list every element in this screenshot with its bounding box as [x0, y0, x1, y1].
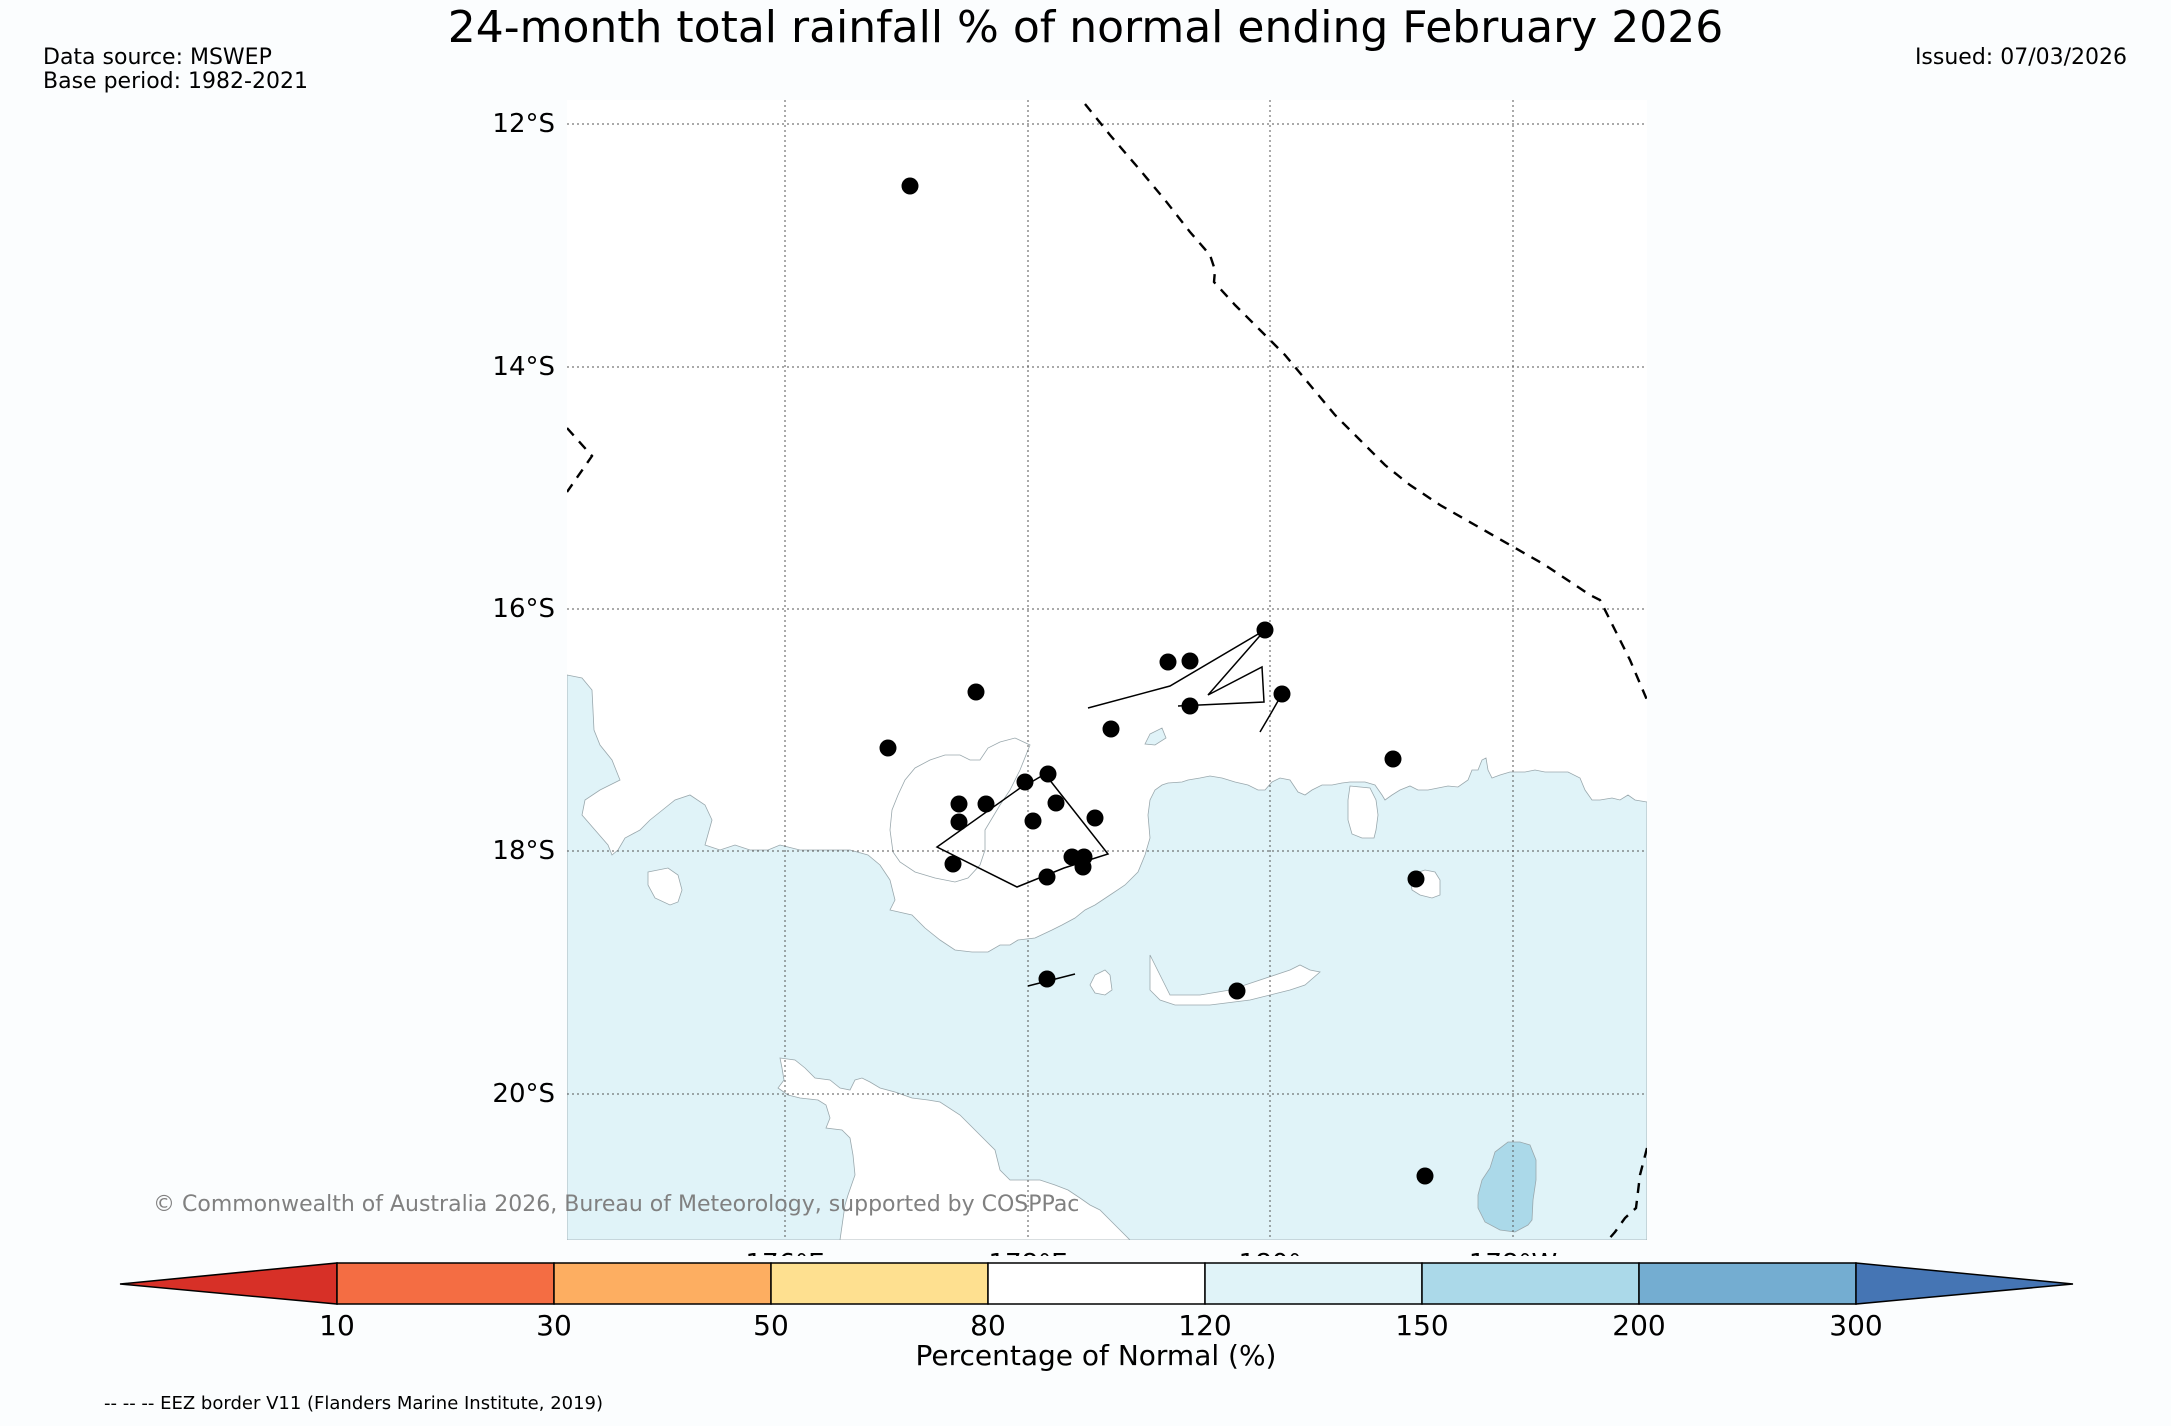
lat-label-14s: 14°S — [492, 352, 555, 382]
island-points — [879, 177, 1434, 1185]
base-period: Base period: 1982-2021 — [43, 69, 308, 94]
colorbar-segment-120-150 — [1204, 1262, 1423, 1305]
colorbar-tick-30: 30 — [536, 1309, 572, 1342]
colorbar-tick-200: 200 — [1612, 1309, 1665, 1342]
colorbar-tick-120: 120 — [1178, 1309, 1231, 1342]
data-source: Data source: MSWEP — [43, 45, 272, 70]
colorbar-tick-50: 50 — [753, 1309, 789, 1342]
colorbar-segment-150-200 — [1421, 1262, 1640, 1305]
colorbar-tick-10: 10 — [319, 1309, 355, 1342]
colorbar — [119, 1256, 2075, 1306]
lat-label-20s: 20°S — [492, 1079, 555, 1109]
colorbar-extend-high — [1855, 1262, 2074, 1305]
lat-label-12s: 12°S — [492, 109, 555, 139]
colorbar-segment-80-120 — [987, 1262, 1206, 1305]
colorbar-ticks: 10 30 50 80 120 150 200 300 — [319, 1309, 1883, 1342]
eez-legend-note: -- -- -- EEZ border V11 (Flanders Marine… — [104, 1393, 604, 1414]
colorbar-segment-50-80 — [770, 1262, 989, 1305]
colorbar-tick-80: 80 — [970, 1309, 1006, 1342]
colorbar-label: Percentage of Normal (%) — [916, 1339, 1277, 1372]
colorbar-segment-10-30 — [336, 1262, 555, 1305]
graticule — [567, 100, 1647, 1240]
latitude-labels: 12°S 14°S 16°S 18°S 20°S — [492, 109, 555, 1109]
lat-label-18s: 18°S — [492, 836, 555, 866]
eez-border — [567, 103, 1647, 1240]
colorbar-tick-300: 300 — [1829, 1309, 1882, 1342]
colorbar-segment-30-50 — [553, 1262, 772, 1305]
issued-date: Issued: 07/03/2026 — [1914, 45, 2127, 70]
rain-region-120-150 — [567, 674, 1647, 1240]
map-area — [567, 100, 1647, 1240]
colorbar-segment-200-300 — [1638, 1262, 1857, 1305]
colorbar-tick-150: 150 — [1395, 1309, 1448, 1342]
lat-label-16s: 16°S — [492, 594, 555, 624]
rain-region-150-200 — [1477, 1141, 1537, 1233]
copyright-notice: © Commonwealth of Australia 2026, Bureau… — [153, 1192, 1080, 1217]
map-title: 24-month total rainfall % of normal endi… — [447, 2, 1724, 53]
